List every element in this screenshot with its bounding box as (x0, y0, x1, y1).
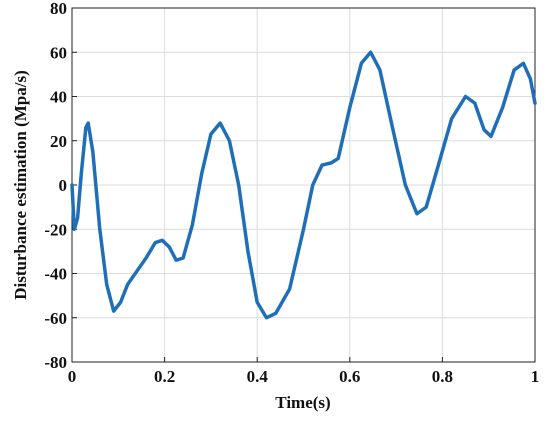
y-tick-label: 0 (59, 176, 68, 195)
x-tick-label: 0.6 (339, 367, 360, 386)
y-tick-label: -60 (44, 309, 67, 328)
x-tick-label: 0 (68, 367, 77, 386)
y-tick-label: 60 (50, 43, 67, 62)
y-tick-label: -40 (44, 265, 67, 284)
x-axis-label: Time(s) (275, 393, 330, 412)
y-tick-label: 40 (50, 88, 67, 107)
y-axis-label: Disturbance estimation (Mpa/s) (11, 70, 30, 299)
x-tick-label: 0.4 (247, 367, 269, 386)
y-tick-label: 20 (50, 132, 67, 151)
x-tick-label: 0.2 (154, 367, 175, 386)
y-tick-label: 80 (50, 0, 67, 18)
y-tick-label: -80 (44, 353, 67, 372)
x-tick-label: 1 (531, 367, 540, 386)
x-tick-label: 0.8 (432, 367, 453, 386)
y-tick-label: -20 (44, 220, 67, 239)
data-line (70, 50, 537, 320)
